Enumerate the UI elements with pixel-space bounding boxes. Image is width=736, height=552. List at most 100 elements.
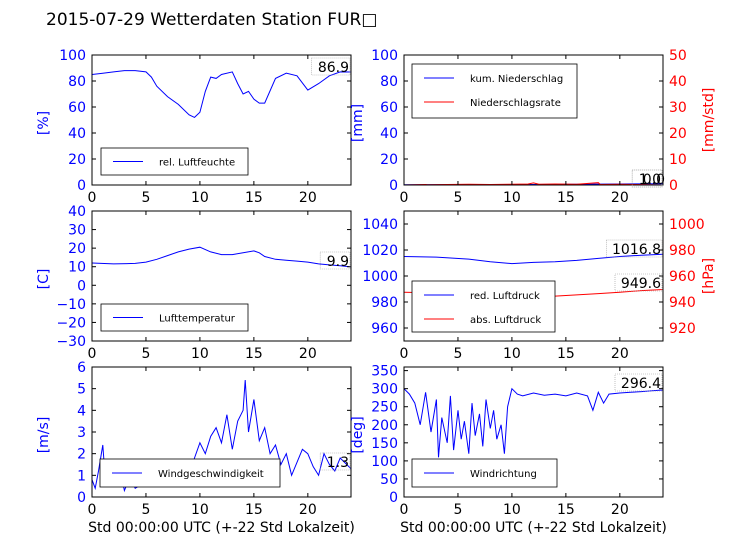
x-tick-label: 5 xyxy=(141,346,150,362)
y-tick-label: 1020 xyxy=(362,243,398,259)
y2-tick-label: 1000 xyxy=(669,217,705,233)
y-tick-label: 80 xyxy=(380,74,398,90)
y-tick-label: 1040 xyxy=(362,217,398,233)
x-tick-label: 10 xyxy=(191,502,209,518)
y2-tick-label: 940 xyxy=(669,295,696,311)
legend-box xyxy=(411,63,578,119)
y-axis-label: [mm] xyxy=(350,104,366,142)
last-value-box xyxy=(311,57,351,76)
y-tick-label: 30 xyxy=(68,223,86,239)
x-tick-label: 5 xyxy=(141,190,150,206)
x-tick-label: 0 xyxy=(400,502,409,518)
y-tick-label: 100 xyxy=(371,454,398,470)
y2-axis-label: [mm/std] xyxy=(701,88,717,153)
y2-tick-label: 980 xyxy=(669,243,696,259)
last-value-label: 86.9 xyxy=(318,60,349,76)
y2-tick-label: 30 xyxy=(669,100,687,116)
last-value-label: 296.4 xyxy=(621,376,661,392)
legend: Windrichtung xyxy=(411,458,558,488)
x-tick-label: 5 xyxy=(453,346,462,362)
chart-pressure: 0 5 10 15 20 960 980 1000 1020 1040 920 940 960 980 10… xyxy=(362,210,717,362)
y-tick-label: 3 xyxy=(77,425,86,441)
series-line-temperature-0 xyxy=(92,246,351,268)
y-tick-label: 350 xyxy=(371,364,398,380)
y2-tick-label: 40 xyxy=(669,74,687,90)
x-tick-label: 10 xyxy=(191,190,209,206)
legend-label: Windrichtung xyxy=(470,469,537,480)
y-tick-label: 1 xyxy=(77,468,86,484)
x-tick-label: 20 xyxy=(611,502,629,518)
y2-tick-label: 50 xyxy=(669,48,687,64)
legend: kum. Niederschlag Niederschlagsrate xyxy=(411,63,578,119)
y-tick-label: 960 xyxy=(371,321,398,337)
y-tick-label: 0 xyxy=(77,278,86,294)
y-tick-label: 50 xyxy=(380,472,398,488)
last-value-label: 1016.8 xyxy=(612,242,661,258)
plot-frame xyxy=(91,54,352,186)
x-tick-label: 0 xyxy=(400,346,409,362)
y-tick-label: 60 xyxy=(68,100,86,116)
x-tick-label: 0 xyxy=(88,346,97,362)
chart-wind-speed: 0 5 10 15 20 0 1 2 3 4 5 6 [m/s] Std 00:00:00 UTC (+-… xyxy=(36,360,355,536)
plot-frame xyxy=(403,366,664,498)
y-tick-label: 80 xyxy=(68,74,86,90)
y-tick-label: 250 xyxy=(371,400,398,416)
last-value-label: 1.0 xyxy=(639,172,661,188)
legend-label: rel. Luftfeuchte xyxy=(159,158,235,169)
x-tick-label: 15 xyxy=(557,502,575,518)
legend-label: Niederschlagsrate xyxy=(470,98,561,109)
y-tick-label: 10 xyxy=(68,260,86,276)
y-tick-label: 20 xyxy=(380,152,398,168)
chart-precipitation: 0 5 10 15 20 0 20 40 60 80 100 0 10 20 30 40 50 [mm] [mm/s… xyxy=(350,48,717,206)
chart-temperature: 0 5 10 15 20 −30 −20 −10 0 10 20 30 40 [C] Lufttempera… xyxy=(36,204,352,362)
x-tick-label: 0 xyxy=(400,190,409,206)
y-tick-label: 300 xyxy=(371,382,398,398)
legend-label: Windgeschwindigkeit xyxy=(158,469,264,480)
x-tick-label: 20 xyxy=(611,346,629,362)
legend-label: Lufttemperatur xyxy=(159,314,236,325)
y2-tick-label: 960 xyxy=(669,269,696,285)
x-tick-label: 5 xyxy=(453,502,462,518)
legend-box xyxy=(411,280,556,333)
y-tick-label: 0 xyxy=(77,178,86,194)
y-tick-label: 4 xyxy=(77,403,86,419)
y-axis-label: [%] xyxy=(36,111,52,135)
y-tick-label: −20 xyxy=(56,315,86,331)
y-tick-label: 0 xyxy=(389,178,398,194)
x-tick-label: 20 xyxy=(299,190,317,206)
y2-tick-label: 20 xyxy=(669,126,687,142)
y-tick-label: 6 xyxy=(77,360,86,376)
last-value-box xyxy=(631,169,663,188)
x-tick-label: 15 xyxy=(245,502,263,518)
last-value-box xyxy=(606,239,663,258)
series-line-pressure-0 xyxy=(404,253,663,265)
x-axis-label: Std 00:00:00 UTC (+-22 Std Lokalzeit) xyxy=(88,520,355,536)
x-tick-label: 15 xyxy=(245,190,263,206)
last-value-box xyxy=(319,452,351,471)
y-tick-label: 2 xyxy=(77,447,86,463)
x-tick-label: 20 xyxy=(299,502,317,518)
legend-label: red. Luftdruck xyxy=(470,291,540,302)
x-tick-label: 10 xyxy=(503,502,521,518)
last-value-label: 949.6 xyxy=(621,276,661,292)
last-value-label: 0.0 xyxy=(643,172,665,188)
x-tick-label: 0 xyxy=(88,190,97,206)
y-axis-label: [C] xyxy=(36,269,52,290)
x-tick-label: 5 xyxy=(141,502,150,518)
y-tick-label: 100 xyxy=(371,48,398,64)
plot-frame xyxy=(91,210,352,342)
x-axis-label: Std 00:00:00 UTC (+-22 Std Lokalzeit) xyxy=(400,520,667,536)
y-tick-label: 20 xyxy=(68,152,86,168)
y-tick-label: 40 xyxy=(68,126,86,142)
legend-label: abs. Luftdruck xyxy=(470,315,541,326)
y-tick-label: 40 xyxy=(380,126,398,142)
y-axis-label: [deg] xyxy=(350,416,366,453)
y2-tick-label: 10 xyxy=(669,152,687,168)
legend: rel. Luftfeuchte xyxy=(100,147,249,176)
x-tick-label: 0 xyxy=(88,502,97,518)
x-tick-label: 15 xyxy=(245,346,263,362)
y-axis-label: [m/s] xyxy=(36,417,52,454)
chart-humidity: 0 5 10 15 20 0 20 40 60 80 100 [%] rel. Luftfeuchte 8… xyxy=(36,48,352,206)
